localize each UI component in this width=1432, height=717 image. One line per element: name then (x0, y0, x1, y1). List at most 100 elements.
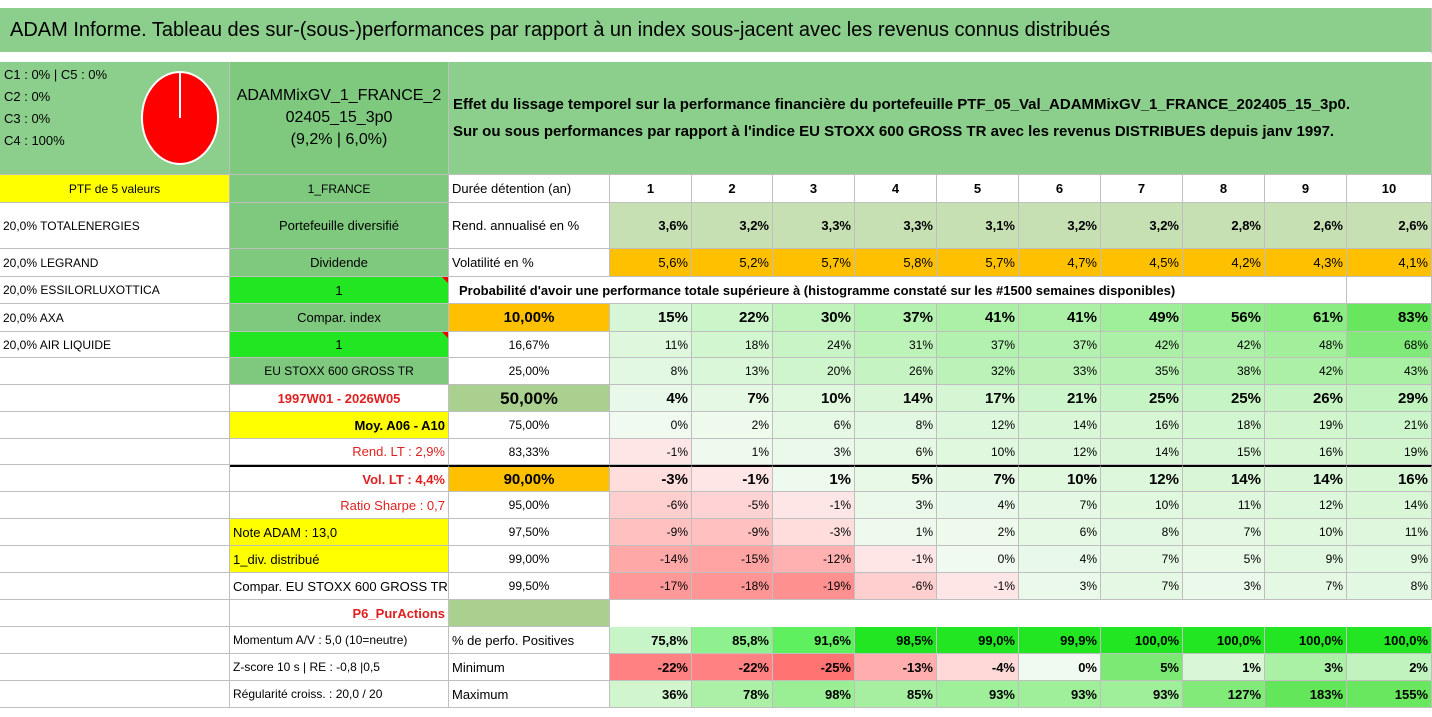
quantile-value[interactable]: -15% (692, 546, 773, 573)
quantile-value[interactable]: 3% (1183, 573, 1265, 600)
quantile-label[interactable]: 99,50% (449, 573, 610, 600)
quantile-value[interactable]: 1% (773, 465, 855, 492)
left-cell[interactable]: 20,0% TOTALENERGIES (0, 203, 230, 249)
left-cell[interactable] (0, 358, 230, 385)
quantile-value[interactable]: 12% (1019, 439, 1101, 465)
min-value[interactable]: 2% (1347, 654, 1432, 681)
portfolio-name[interactable]: ADAMMixGV_1_FRANCE_2 02405_15_3p0 (9,2% | … (230, 62, 449, 175)
mid-cell[interactable]: Ratio Sharpe : 0,7 (230, 492, 449, 519)
mid-cell[interactable]: Rend. LT : 2,9% (230, 439, 449, 465)
quantile-value[interactable]: -1% (855, 546, 937, 573)
quantile-value[interactable]: -5% (692, 492, 773, 519)
max-value[interactable]: 155% (1347, 681, 1432, 708)
quantile-value[interactable]: 8% (855, 412, 937, 439)
quantile-value[interactable]: 19% (1265, 412, 1347, 439)
left-cell[interactable]: PTF de 5 valeurs (0, 175, 230, 203)
mid-cell[interactable]: Régularité croiss. : 20,0 / 20 (230, 681, 449, 708)
left-cell[interactable] (0, 546, 230, 573)
quantile-value[interactable]: 4% (1019, 546, 1101, 573)
quantile-value[interactable]: -12% (773, 546, 855, 573)
quantile-value[interactable]: 14% (1019, 412, 1101, 439)
quantile-value[interactable]: 42% (1101, 332, 1183, 358)
vol-value[interactable]: 4,5% (1101, 249, 1183, 277)
quantile-value[interactable]: 26% (855, 358, 937, 385)
quantile-value[interactable]: 41% (1019, 304, 1101, 332)
max-value[interactable]: 127% (1183, 681, 1265, 708)
vol-value[interactable]: 4,3% (1265, 249, 1347, 277)
max-value[interactable]: 93% (1101, 681, 1183, 708)
quantile-value[interactable]: 42% (1183, 332, 1265, 358)
left-cell[interactable] (0, 519, 230, 546)
max-label[interactable]: Maximum (449, 681, 610, 708)
quantile-value[interactable]: 35% (1101, 358, 1183, 385)
quantile-value[interactable]: 17% (937, 385, 1019, 412)
quantile-value[interactable]: 33% (1019, 358, 1101, 385)
quantile-value[interactable]: 7% (1019, 492, 1101, 519)
quantile-value[interactable]: 48% (1265, 332, 1347, 358)
quantile-value[interactable]: 83% (1347, 304, 1432, 332)
left-cell[interactable]: 20,0% AIR LIQUIDE (0, 332, 230, 358)
quantile-value[interactable]: 61% (1265, 304, 1347, 332)
vol-label[interactable]: Volatilité en % (449, 249, 610, 277)
min-value[interactable]: -25% (773, 654, 855, 681)
empty-cell[interactable] (1347, 277, 1432, 304)
quantile-value[interactable]: 5% (855, 465, 937, 492)
min-value[interactable]: -4% (937, 654, 1019, 681)
quantile-value[interactable]: 14% (855, 385, 937, 412)
year-header[interactable]: 10 (1347, 175, 1432, 203)
mid-cell[interactable]: 1 (230, 332, 449, 358)
year-header[interactable]: 2 (692, 175, 773, 203)
quantile-value[interactable]: 6% (855, 439, 937, 465)
quantile-value[interactable]: 18% (1183, 412, 1265, 439)
mid-cell[interactable]: 1_FRANCE (230, 175, 449, 203)
quantile-value[interactable]: 42% (1265, 358, 1347, 385)
pos-value[interactable]: 100,0% (1265, 627, 1347, 654)
quantile-value[interactable]: 8% (1101, 519, 1183, 546)
quantile-value[interactable]: 9% (1265, 546, 1347, 573)
year-header[interactable]: 4 (855, 175, 937, 203)
quantile-value[interactable]: 3% (773, 439, 855, 465)
mid-cell[interactable]: 1997W01 - 2026W05 (230, 385, 449, 412)
quantile-value[interactable]: 9% (1347, 546, 1432, 573)
rend-value[interactable]: 3,3% (855, 203, 937, 249)
vol-value[interactable]: 5,7% (937, 249, 1019, 277)
quantile-value[interactable]: 22% (692, 304, 773, 332)
year-header[interactable]: 7 (1101, 175, 1183, 203)
year-header[interactable]: 5 (937, 175, 1019, 203)
quantile-value[interactable]: 2% (692, 412, 773, 439)
quantile-value[interactable]: -1% (610, 439, 692, 465)
quantile-value[interactable]: 31% (855, 332, 937, 358)
quantile-value[interactable]: 0% (937, 546, 1019, 573)
quantile-value[interactable]: 68% (1347, 332, 1432, 358)
quantile-value[interactable]: 16% (1347, 465, 1432, 492)
quantile-value[interactable]: 14% (1101, 439, 1183, 465)
rend-value[interactable]: 3,2% (1101, 203, 1183, 249)
mid-cell[interactable]: Moy. A06 - A10 (230, 412, 449, 439)
quantile-value[interactable]: 0% (610, 412, 692, 439)
mid-cell[interactable]: Portefeuille diversifié (230, 203, 449, 249)
quantile-value[interactable]: 12% (1101, 465, 1183, 492)
pos-value[interactable]: 100,0% (1183, 627, 1265, 654)
max-value[interactable]: 85% (855, 681, 937, 708)
min-value[interactable]: 5% (1101, 654, 1183, 681)
quantile-value[interactable]: -3% (610, 465, 692, 492)
vol-value[interactable]: 5,7% (773, 249, 855, 277)
max-value[interactable]: 183% (1265, 681, 1347, 708)
left-cell[interactable]: 20,0% AXA (0, 304, 230, 332)
min-value[interactable]: -13% (855, 654, 937, 681)
quantile-value[interactable]: 19% (1347, 439, 1432, 465)
quantile-label[interactable]: 97,50% (449, 519, 610, 546)
quantile-value[interactable]: 3% (1019, 573, 1101, 600)
pos-value[interactable]: 99,0% (937, 627, 1019, 654)
left-cell[interactable] (0, 627, 230, 654)
quantile-value[interactable]: 7% (1101, 546, 1183, 573)
quantile-value[interactable]: 43% (1347, 358, 1432, 385)
quantile-value[interactable]: 12% (1265, 492, 1347, 519)
quantile-value[interactable]: 21% (1019, 385, 1101, 412)
quantile-value[interactable]: 30% (773, 304, 855, 332)
mid-cell[interactable]: Compar. index (230, 304, 449, 332)
quantile-value[interactable]: 13% (692, 358, 773, 385)
quantile-value[interactable]: -1% (937, 573, 1019, 600)
mid-cell[interactable]: Vol. LT : 4,4% (230, 465, 449, 492)
quantile-value[interactable]: 37% (855, 304, 937, 332)
